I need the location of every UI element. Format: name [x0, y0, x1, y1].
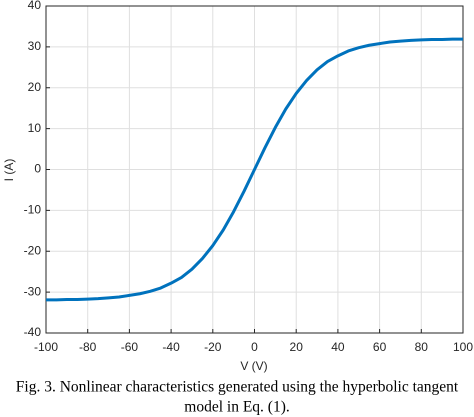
line-series	[46, 37, 463, 302]
y-tick-label: 30	[28, 39, 42, 53]
y-tick-label: -40	[24, 325, 42, 339]
caption: model in Eq. (1).	[184, 399, 289, 416]
y-tick-label: 10	[28, 121, 42, 135]
x-axis-label: V (V)	[240, 359, 267, 373]
x-tick-label: 40	[331, 340, 345, 354]
axes-box	[45, 5, 464, 334]
x-tick-label: -60	[121, 340, 139, 354]
y-axis-label: I (A)	[2, 159, 16, 182]
x-tick-label: 20	[290, 340, 304, 354]
x-tick-label: 0	[251, 340, 258, 354]
y-tick-label: -10	[24, 203, 42, 217]
x-tick-label: -80	[79, 340, 97, 354]
x-tick-label: -100	[34, 340, 58, 354]
x-tick-label: -20	[204, 340, 222, 354]
y-tick-label: 20	[28, 80, 42, 94]
caption: Fig. 3. Nonlinear characteristics genera…	[16, 379, 459, 396]
x-tick-label: 60	[373, 340, 387, 354]
x-tick-label: 80	[415, 340, 429, 354]
x-tick-label: -40	[162, 340, 180, 354]
y-tick-label: 0	[34, 162, 41, 176]
x-tick-label: 100	[453, 340, 473, 354]
y-tick-label: -20	[24, 243, 42, 257]
y-tick-label: -30	[24, 284, 42, 298]
y-tick-label: 40	[28, 0, 42, 12]
